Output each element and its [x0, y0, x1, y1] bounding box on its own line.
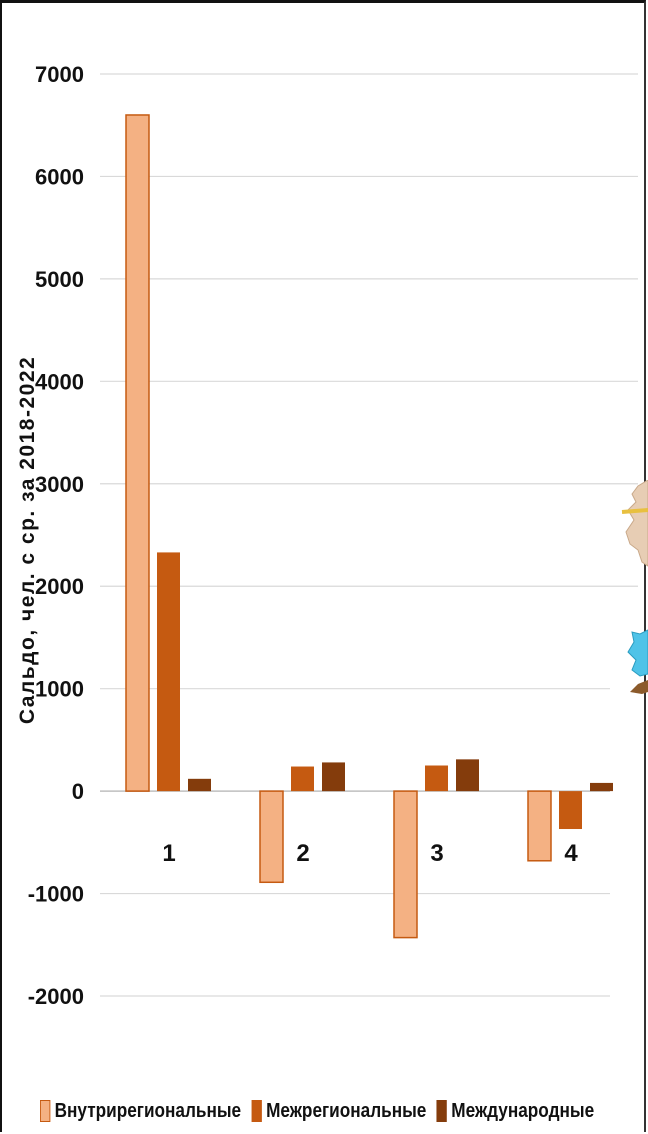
- legend-item-international: Международные: [436, 1099, 595, 1123]
- category-label: 1: [162, 840, 175, 867]
- y-tick-label: 3000: [35, 472, 84, 497]
- bar-chart: 70006000500040003000200010000-1000-2000 …: [16, 62, 638, 1009]
- map-fragment-image: [621, 480, 648, 694]
- legend-label-interregional: Межрегиональные: [266, 1099, 427, 1122]
- bar-intraregional-4: [527, 790, 552, 862]
- category-label: 2: [296, 840, 309, 867]
- bar-international-3: [456, 759, 479, 792]
- legend-swatch-international: [436, 1100, 447, 1122]
- y-axis-label: Сальдо, чел. с ср. за 2018-2022: [16, 356, 39, 724]
- bar-intraregional-1: [125, 114, 150, 792]
- y-tick-label: -1000: [28, 882, 84, 907]
- y-tick-label: 7000: [35, 62, 84, 87]
- category-label: 3: [430, 840, 443, 867]
- legend-item-interregional: Межрегиональные: [251, 1100, 426, 1123]
- legend-item-intraregional: Внутрирегиональные: [40, 1100, 241, 1123]
- x-axis-categories: 1 2 3 4: [162, 840, 578, 867]
- bar-interregional-3: [425, 765, 448, 792]
- y-tick-label: 1000: [35, 677, 84, 702]
- bar-interregional-1: [157, 552, 180, 792]
- legend-swatch-intraregional: [40, 1100, 51, 1122]
- bar-international-1: [188, 778, 211, 792]
- bar-international-2: [322, 762, 345, 792]
- legend-label-intraregional: Внутрирегиональные: [54, 1099, 242, 1122]
- legend-label-international: Международные: [451, 1099, 595, 1122]
- y-tick-label: 4000: [35, 369, 84, 394]
- category-label: 4: [564, 840, 578, 867]
- bar-interregional-2: [291, 766, 314, 792]
- y-tick-label: 6000: [35, 164, 84, 189]
- legend-swatch-interregional: [251, 1100, 262, 1122]
- bar-intraregional-3: [393, 790, 418, 939]
- y-tick-label: 2000: [35, 574, 84, 599]
- y-tick-label: 0: [72, 779, 84, 804]
- y-tick-label: 5000: [35, 267, 84, 292]
- gridlines: [100, 73, 638, 997]
- legend: Внутрирегиональные Межрегиональные Между…: [40, 1094, 604, 1128]
- y-tick-label: -2000: [28, 984, 84, 1009]
- bars: [125, 114, 613, 939]
- bar-international-4: [590, 782, 613, 792]
- bar-intraregional-2: [259, 790, 284, 884]
- y-axis-ticks: 7000 6000 5000 4000 3000 2000 1000 0 -1000 -2000: [28, 62, 84, 1009]
- bar-interregional-4: [559, 791, 582, 830]
